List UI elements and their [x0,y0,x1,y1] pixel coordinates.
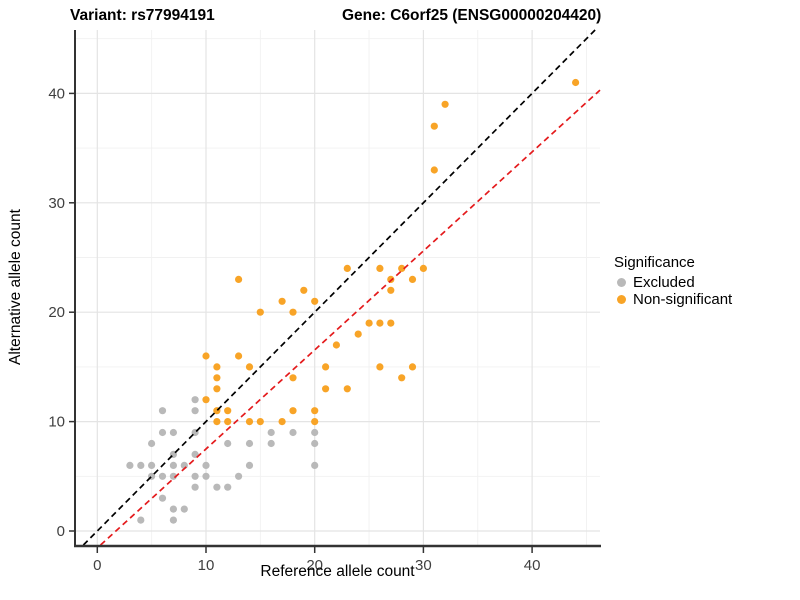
svg-text:40: 40 [48,85,65,102]
plot-title-variant: Variant: rs77994191 [70,7,215,24]
legend-item-excluded: Excluded [614,274,732,291]
svg-text:30: 30 [415,557,432,574]
legend: Significance Excluded Non-significant [614,254,732,308]
non-significant-dot-icon [617,295,626,304]
y-axis-label: Alternative allele count [7,209,24,365]
svg-text:10: 10 [198,557,215,574]
legend-item-non-significant: Non-significant [614,291,732,308]
svg-text:20: 20 [48,304,65,321]
legend-item-label-excluded: Excluded [633,274,695,291]
x-axis-label: Reference allele count [260,563,415,580]
svg-text:10: 10 [48,414,65,431]
legend-title: Significance [614,254,695,271]
legend-item-label-non-significant: Non-significant [633,291,733,308]
excluded-dot-icon [617,278,626,287]
svg-text:20: 20 [306,557,323,574]
plot-title-gene: Gene: C6orf25 (ENSG00000204420) [342,7,602,24]
svg-text:30: 30 [48,195,65,212]
svg-text:0: 0 [93,557,101,574]
svg-text:0: 0 [57,523,65,540]
svg-text:40: 40 [524,557,541,574]
